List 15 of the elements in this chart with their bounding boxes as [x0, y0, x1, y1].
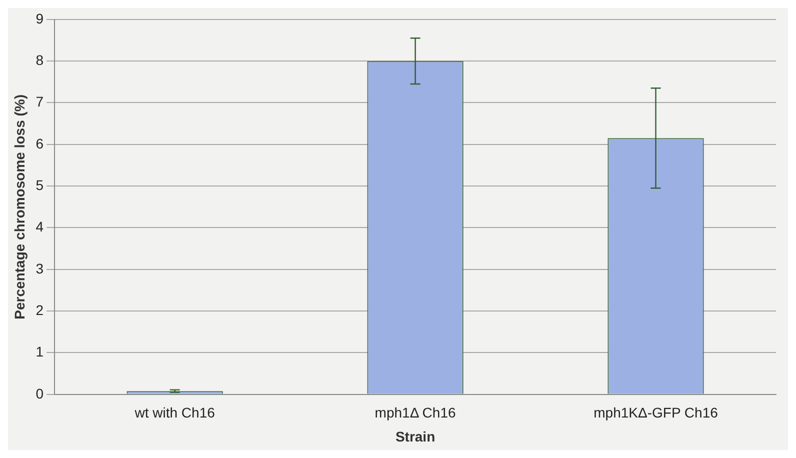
- x-axis-title: Strain: [395, 428, 436, 444]
- y-tick-label: 0: [36, 385, 44, 402]
- x-tick-label: mph1KΔ-GFP Ch16: [594, 404, 718, 421]
- y-tick-label: 8: [36, 52, 44, 68]
- x-tick-label: mph1Δ Ch16: [374, 404, 456, 421]
- y-tick-label: 4: [36, 218, 44, 235]
- y-axis-title: Percentage chromosome loss (%): [11, 94, 28, 320]
- y-tick-label: 1: [36, 344, 44, 360]
- y-tick-label: 6: [36, 135, 44, 152]
- y-tick-label: 2: [36, 302, 44, 318]
- y-tick-label: 7: [36, 94, 44, 110]
- y-tick-label: 5: [36, 176, 44, 193]
- y-tick-label: 3: [36, 260, 44, 276]
- y-tick-label: 9: [36, 10, 44, 26]
- x-tick-label: wt with Ch16: [134, 404, 216, 421]
